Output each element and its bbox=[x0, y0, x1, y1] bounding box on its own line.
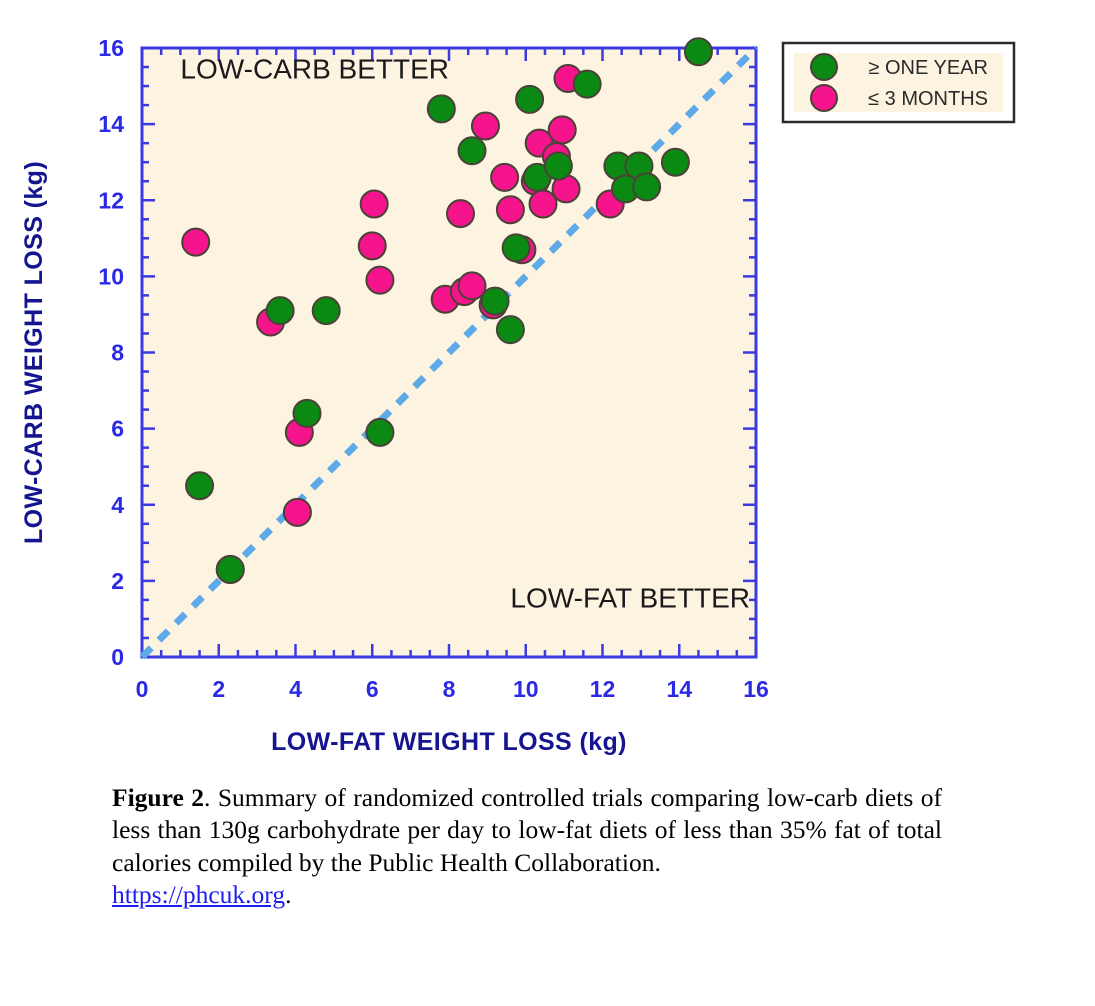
y-tick-label: 0 bbox=[111, 644, 124, 670]
x-tick-label: 16 bbox=[743, 676, 769, 702]
identity-reference-line bbox=[139, 45, 759, 660]
data-point bbox=[495, 315, 525, 345]
x-tick-label: 8 bbox=[443, 676, 456, 702]
x-tick-label: 10 bbox=[513, 676, 539, 702]
low-fat-better-label: LOW-FAT BETTER bbox=[510, 583, 750, 614]
scatter-plot-svg: 0 2 4 6 8 10 12 14 16 0 2 4 6 8 10 12 14 16 LOW-CARB BETT… bbox=[20, 35, 1016, 756]
caption-link-suffix: . bbox=[285, 880, 292, 910]
data-point bbox=[292, 398, 322, 428]
data-points-layer bbox=[181, 37, 713, 584]
data-point bbox=[446, 199, 476, 229]
x-tick-label: 4 bbox=[289, 676, 302, 702]
data-point bbox=[632, 172, 662, 202]
data-point bbox=[528, 189, 558, 219]
x-tick-label: 6 bbox=[366, 676, 379, 702]
legend-label-one_year: ≥ ONE YEAR bbox=[868, 57, 988, 79]
data-point bbox=[311, 296, 341, 326]
legend-marker-one_year bbox=[810, 53, 838, 81]
data-point bbox=[357, 231, 387, 261]
y-tick-label: 6 bbox=[111, 416, 124, 442]
phcuk-link[interactable]: https://phcuk.org bbox=[112, 880, 286, 910]
legend-item[interactable]: ≥ ONE YEAR bbox=[810, 53, 988, 81]
identity-line bbox=[139, 45, 759, 660]
legend: ≥ ONE YEAR ≤ 3 MONTHS bbox=[781, 41, 1016, 124]
data-point bbox=[501, 233, 531, 263]
x-tick-label: 2 bbox=[212, 676, 225, 702]
data-point bbox=[282, 497, 312, 527]
data-point bbox=[215, 554, 245, 584]
data-point bbox=[265, 296, 295, 326]
data-point bbox=[457, 271, 487, 301]
x-tick-label: 0 bbox=[136, 676, 149, 702]
series-one-year bbox=[185, 37, 713, 584]
y-tick-label: 12 bbox=[98, 187, 124, 213]
quadrant-annotations-layer: LOW-CARB BETTER LOW-FAT BETTER bbox=[180, 53, 750, 613]
caption-link-line: https://phcuk.org. bbox=[112, 879, 942, 911]
data-point bbox=[359, 189, 389, 219]
axis-titles-layer: LOW-FAT WEIGHT LOSS (kg) LOW-CARB WEIGHT … bbox=[20, 161, 627, 756]
y-axis-title: LOW-CARB WEIGHT LOSS (kg) bbox=[20, 161, 48, 544]
y-tick-label: 8 bbox=[111, 340, 124, 366]
data-point bbox=[426, 94, 456, 124]
x-tick-label: 14 bbox=[666, 676, 692, 702]
data-point bbox=[480, 286, 510, 316]
data-point bbox=[457, 136, 487, 166]
y-tick-label: 16 bbox=[98, 35, 124, 61]
data-point bbox=[470, 111, 500, 141]
legend-marker-three_months bbox=[810, 84, 838, 112]
data-point bbox=[365, 417, 395, 447]
y-tick-label: 4 bbox=[111, 492, 124, 518]
y-tick-label: 2 bbox=[111, 568, 124, 594]
data-point bbox=[365, 265, 395, 295]
y-tick-label: 10 bbox=[98, 263, 124, 289]
legend-item[interactable]: ≤ 3 MONTHS bbox=[810, 84, 988, 112]
y-tick-label: 14 bbox=[98, 111, 124, 137]
data-point bbox=[181, 227, 211, 257]
data-point bbox=[547, 115, 577, 145]
data-point bbox=[490, 162, 520, 192]
legend-label-three_months: ≤ 3 MONTHS bbox=[868, 88, 988, 110]
figure-caption: Figure 2. Summary of randomized controll… bbox=[112, 782, 942, 912]
data-point bbox=[683, 37, 713, 67]
x-axis-title: LOW-FAT WEIGHT LOSS (kg) bbox=[271, 728, 627, 756]
caption-body-text: . Summary of randomized controlled trial… bbox=[112, 783, 942, 877]
data-point bbox=[572, 69, 602, 99]
axis-ticks-layer bbox=[140, 46, 758, 659]
axis-tick-labels-layer: 0 2 4 6 8 10 12 14 16 0 2 4 6 8 10 12 14 16 bbox=[98, 35, 768, 702]
data-point bbox=[543, 151, 573, 181]
data-point bbox=[495, 195, 525, 225]
x-tick-label: 12 bbox=[590, 676, 616, 702]
data-point bbox=[515, 84, 545, 114]
data-point bbox=[660, 147, 690, 177]
low-carb-better-label: LOW-CARB BETTER bbox=[180, 53, 449, 84]
caption-figure-label: Figure 2 bbox=[112, 783, 205, 812]
data-point bbox=[185, 471, 215, 501]
figure-2-chart: 0 2 4 6 8 10 12 14 16 0 2 4 6 8 10 12 14 16 LOW-CARB BETT… bbox=[20, 35, 1016, 756]
